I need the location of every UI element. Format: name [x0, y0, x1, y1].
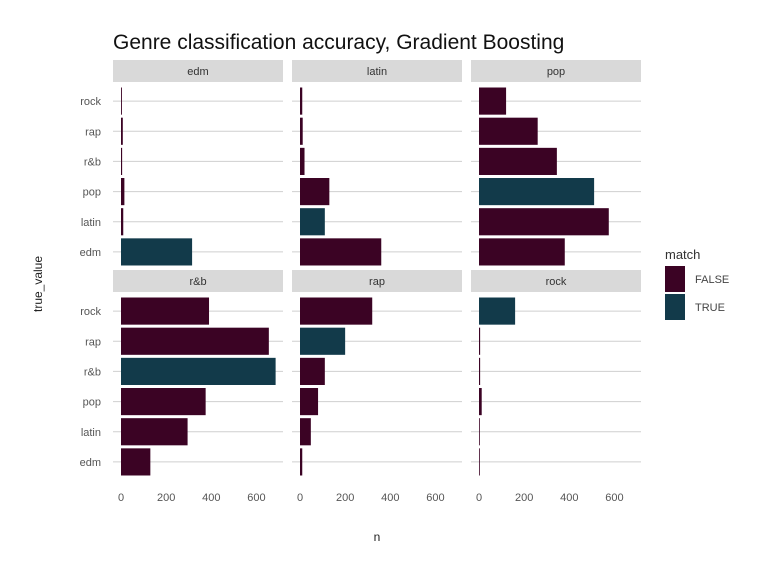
bar-r-b-rap — [121, 327, 269, 355]
facet-strip-label-rock: rock — [546, 276, 567, 288]
bar-rap-r-b — [300, 357, 325, 385]
bar-r-b-edm — [121, 448, 151, 476]
y-tick-label: latin — [81, 217, 101, 229]
y-tick-label: pop — [83, 187, 101, 199]
bar-latin-pop — [300, 178, 330, 206]
y-tick-label: edm — [80, 457, 101, 469]
bar-latin-r-b — [300, 147, 305, 175]
bar-edm-edm — [121, 238, 193, 266]
x-tick-label: 400 — [202, 492, 220, 504]
facet-strip-edm — [113, 60, 283, 82]
bar-rock-rock — [479, 297, 516, 325]
bar-pop-r-b — [479, 147, 557, 175]
facet-strip-label-r-b: r&b — [189, 276, 206, 288]
bar-edm-rap — [121, 117, 123, 145]
chart-title: Genre classification accuracy, Gradient … — [113, 31, 564, 54]
facet-strip-latin — [292, 60, 462, 82]
bar-edm-r-b — [121, 147, 123, 175]
legend-key-true — [665, 294, 685, 320]
bar-r-b-latin — [121, 418, 188, 446]
y-tick-label: rap — [85, 126, 101, 138]
bar-rock-r-b — [479, 357, 481, 385]
bar-latin-edm — [300, 238, 382, 266]
bar-edm-latin — [121, 208, 124, 236]
bar-rap-rap — [300, 327, 346, 355]
bar-pop-edm — [479, 238, 565, 266]
legend-title: match — [665, 247, 700, 262]
legend-label-false: FALSE — [695, 274, 729, 286]
y-tick-label: edm — [80, 247, 101, 259]
bar-latin-rap — [300, 117, 303, 145]
bar-rap-edm — [300, 448, 303, 476]
bar-latin-latin — [300, 208, 325, 236]
bar-pop-latin — [479, 208, 609, 236]
x-tick-label: 400 — [381, 492, 399, 504]
y-tick-label: r&b — [84, 156, 101, 168]
bar-rock-latin — [479, 418, 480, 446]
facet-strip-pop — [471, 60, 641, 82]
y-tick-label: rap — [85, 336, 101, 348]
x-tick-label: 200 — [336, 492, 354, 504]
facet-strip-rock — [471, 270, 641, 292]
facet-strip-label-pop: pop — [547, 66, 565, 78]
bar-edm-rock — [121, 87, 122, 115]
bar-edm-pop — [121, 178, 125, 206]
bar-pop-rap — [479, 117, 538, 145]
bar-rap-pop — [300, 388, 319, 416]
legend: match FALSE TRUE — [665, 247, 729, 320]
facet-strip-r-b — [113, 270, 283, 292]
x-tick-label: 600 — [605, 492, 623, 504]
legend-key-false — [665, 266, 685, 292]
bar-rock-rap — [479, 327, 481, 355]
bar-r-b-pop — [121, 388, 206, 416]
x-axis-title: n — [374, 530, 381, 544]
bar-rap-latin — [300, 418, 311, 446]
y-axis-title: true_value — [31, 256, 45, 312]
y-tick-label: rock — [80, 96, 101, 108]
bar-r-b-rock — [121, 297, 210, 325]
y-tick-label: r&b — [84, 366, 101, 378]
legend-label-true: TRUE — [695, 302, 725, 314]
bar-pop-pop — [479, 178, 595, 206]
x-tick-label: 600 — [247, 492, 265, 504]
facet-strip-label-rap: rap — [369, 276, 385, 288]
facet-strip-label-edm: edm — [187, 66, 208, 78]
facet-panels: edm edm latin pop r&b rap rock latin pop r&b edm la… — [80, 60, 641, 504]
x-tick-label: 0 — [476, 492, 482, 504]
facet-strip-label-latin: latin — [367, 66, 387, 78]
y-tick-label: latin — [81, 427, 101, 439]
x-tick-label: 400 — [560, 492, 578, 504]
bar-rap-rock — [300, 297, 373, 325]
y-tick-label: pop — [83, 397, 101, 409]
y-tick-label: rock — [80, 306, 101, 318]
x-tick-label: 0 — [118, 492, 124, 504]
x-tick-label: 200 — [515, 492, 533, 504]
bar-rock-pop — [479, 388, 482, 416]
x-tick-label: 0 — [297, 492, 303, 504]
facet-strip-rap — [292, 270, 462, 292]
bar-pop-rock — [479, 87, 507, 115]
bar-r-b-r-b — [121, 357, 276, 385]
bar-rock-edm — [479, 448, 480, 476]
bar-latin-rock — [300, 87, 303, 115]
x-tick-label: 200 — [157, 492, 175, 504]
x-tick-label: 600 — [426, 492, 444, 504]
